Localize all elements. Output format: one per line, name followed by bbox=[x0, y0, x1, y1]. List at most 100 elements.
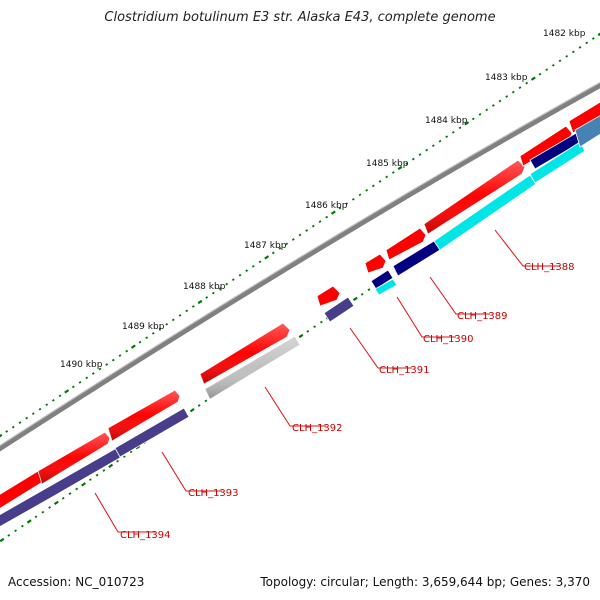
minor-tick bbox=[118, 354, 122, 357]
minor-tick bbox=[338, 206, 342, 210]
minor-tick bbox=[171, 318, 175, 322]
gene-feature-CLH_1388 bbox=[433, 174, 537, 251]
map-title: Clostridium botulinum E3 str. Alaska E43… bbox=[104, 10, 496, 25]
leader-CLH_1394 bbox=[94, 492, 155, 533]
leader-CLH_1390 bbox=[396, 296, 456, 338]
minor-tick bbox=[271, 251, 275, 255]
major-tick bbox=[26, 519, 32, 524]
gene-label: CLH_1390 bbox=[423, 334, 474, 345]
minor-tick bbox=[95, 473, 99, 477]
minor-tick bbox=[238, 273, 242, 277]
minor-tick bbox=[385, 175, 389, 179]
gene-feature-steel bbox=[574, 115, 600, 148]
major-tick bbox=[64, 389, 70, 394]
kbp-label: 1485 kbp bbox=[366, 159, 409, 169]
minor-tick bbox=[585, 41, 589, 45]
leader-CLH_1392 bbox=[264, 386, 326, 427]
minor-tick bbox=[478, 113, 482, 116]
minor-tick bbox=[551, 63, 555, 67]
genome-summary-text: Topology: circular; Length: 3,659,644 bp… bbox=[260, 575, 590, 589]
minor-tick bbox=[305, 229, 309, 232]
minor-tick bbox=[225, 282, 229, 286]
minor-tick bbox=[45, 403, 49, 407]
minor-tick bbox=[313, 325, 316, 329]
minor-tick bbox=[218, 287, 222, 290]
minor-tick bbox=[122, 455, 126, 458]
minor-tick bbox=[311, 224, 315, 228]
major-tick bbox=[464, 121, 470, 126]
major-tick bbox=[530, 76, 536, 81]
minor-tick bbox=[14, 529, 17, 533]
minor-tick bbox=[425, 148, 429, 152]
major-tick bbox=[597, 32, 600, 37]
minor-tick bbox=[51, 398, 55, 402]
major-tick bbox=[0, 537, 5, 543]
minor-tick bbox=[41, 510, 45, 514]
major-tick bbox=[189, 407, 195, 413]
minor-tick bbox=[571, 50, 575, 54]
minor-tick bbox=[116, 459, 119, 463]
minor-tick bbox=[351, 197, 355, 201]
leader-CLH_1393 bbox=[161, 451, 222, 492]
minor-tick bbox=[565, 54, 569, 58]
minor-tick bbox=[34, 515, 38, 519]
minor-tick bbox=[205, 296, 209, 299]
minor-tick bbox=[61, 496, 65, 500]
minor-tick bbox=[31, 412, 35, 416]
minor-tick bbox=[7, 533, 11, 537]
minor-tick bbox=[318, 220, 322, 223]
genome-backbone bbox=[0, 82, 600, 452]
gene-label: CLH_1391 bbox=[379, 365, 430, 376]
minor-tick bbox=[371, 184, 375, 188]
gene-label: CLH_1389 bbox=[457, 311, 508, 322]
minor-tick bbox=[197, 404, 201, 407]
minor-tick bbox=[125, 349, 129, 353]
minor-tick bbox=[178, 314, 182, 317]
minor-tick bbox=[306, 329, 310, 333]
minor-tick bbox=[105, 363, 109, 366]
minor-tick bbox=[21, 524, 24, 528]
minor-tick bbox=[88, 478, 92, 482]
minor-tick bbox=[367, 288, 371, 292]
feature-shading bbox=[38, 160, 525, 484]
minor-tick bbox=[151, 331, 155, 335]
kbp-label: 1482 kbp bbox=[543, 29, 586, 39]
minor-tick bbox=[11, 425, 15, 429]
minor-tick bbox=[165, 322, 169, 326]
major-tick bbox=[53, 500, 59, 506]
major-tick bbox=[397, 165, 403, 171]
minor-tick bbox=[145, 336, 149, 340]
minor-tick bbox=[5, 430, 9, 433]
minor-tick bbox=[360, 292, 364, 296]
minor-tick bbox=[102, 469, 106, 472]
minor-tick bbox=[185, 309, 189, 313]
minor-tick bbox=[25, 416, 29, 420]
gene-label: CLH_1393 bbox=[188, 488, 239, 499]
leader-CLH_1391 bbox=[349, 327, 412, 369]
minor-tick bbox=[325, 215, 329, 219]
kbp-label: 1489 kbp bbox=[122, 322, 165, 332]
gene-feature-CLH_1390-cyan bbox=[374, 278, 398, 296]
minor-tick bbox=[320, 320, 323, 324]
minor-tick bbox=[245, 269, 249, 273]
kbp-label: 1484 kbp bbox=[425, 116, 468, 126]
minor-tick bbox=[491, 104, 495, 107]
minor-tick bbox=[511, 90, 515, 94]
minor-tick bbox=[68, 492, 72, 496]
minor-tick bbox=[558, 59, 562, 63]
kbp-ruler-ticks bbox=[0, 32, 600, 438]
minor-tick bbox=[405, 162, 409, 165]
cds-feature bbox=[568, 101, 600, 134]
major-tick bbox=[0, 433, 3, 438]
minor-tick bbox=[98, 367, 102, 371]
minor-tick bbox=[471, 117, 475, 121]
minor-tick bbox=[38, 407, 42, 411]
minor-tick bbox=[545, 68, 549, 72]
minor-tick bbox=[591, 37, 595, 40]
minor-tick bbox=[431, 144, 435, 148]
minor-tick bbox=[18, 421, 22, 424]
accession-text: Accession: NC_010723 bbox=[8, 575, 145, 589]
minor-tick bbox=[291, 238, 295, 241]
kbp-label: 1487 kbp bbox=[244, 241, 287, 251]
genome-backbone-highlight bbox=[0, 81, 600, 447]
